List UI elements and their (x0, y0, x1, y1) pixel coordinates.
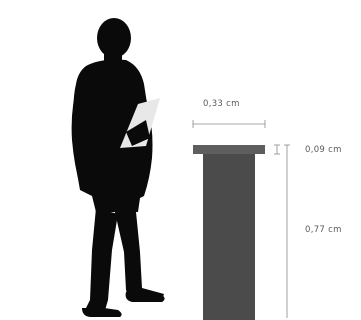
lectern-body (203, 154, 255, 320)
body-height-label: 0,77 cm (305, 225, 342, 235)
lectern-icon (193, 145, 265, 320)
person-silhouette-icon (71, 18, 165, 317)
clipboard-icon (120, 98, 160, 148)
lectern-top (193, 145, 265, 154)
body-height-dimension (284, 144, 290, 318)
top-height-label: 0,09 cm (305, 145, 342, 155)
top-height-dimension (274, 144, 280, 155)
width-dimension (192, 120, 266, 128)
width-dimension-label: 0,33 cm (203, 99, 240, 109)
